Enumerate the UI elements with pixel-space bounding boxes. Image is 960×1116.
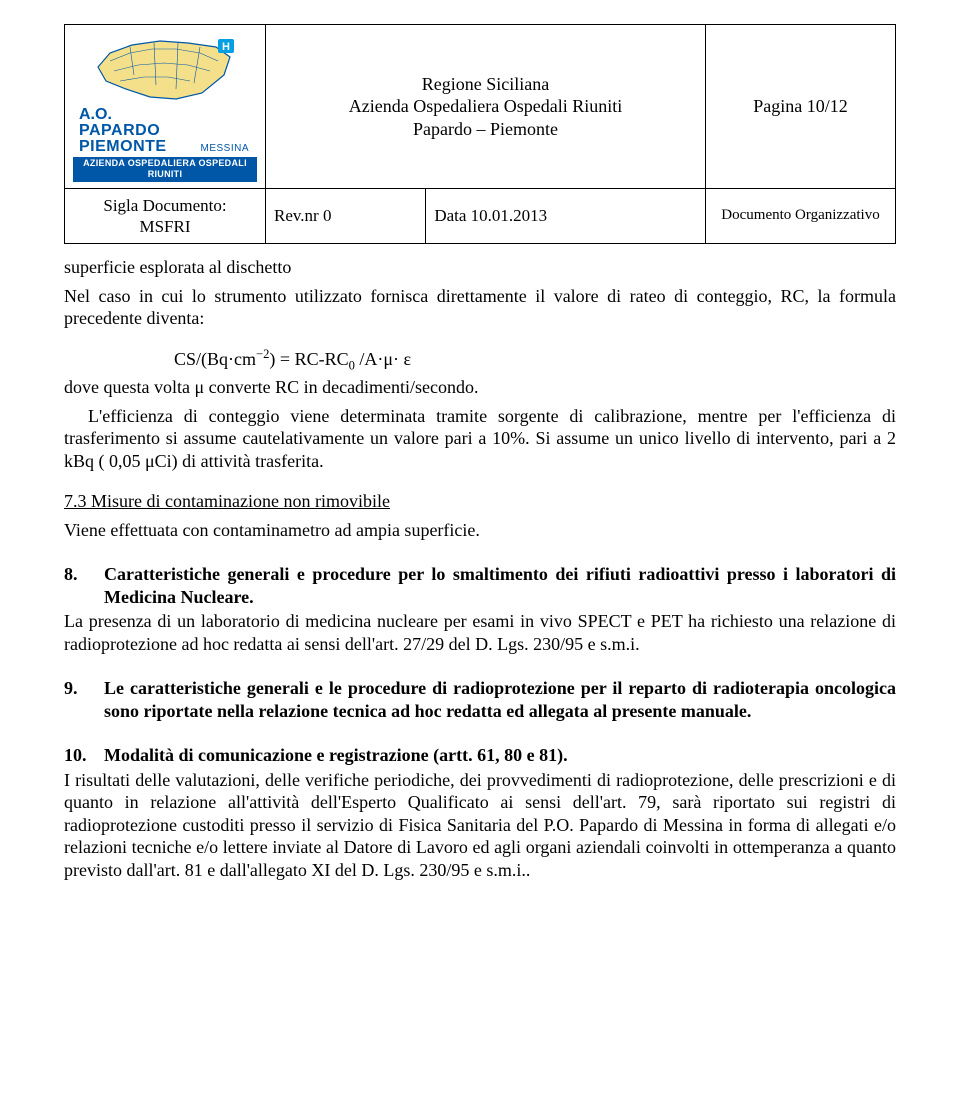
para-dove: dove questa volta μ converte RC in decad… — [64, 376, 896, 399]
logo-sub: AZIENDA OSPEDALIERA OSPEDALI RIUNITI — [73, 157, 257, 182]
date-cell: Data 10.01.2013 — [426, 188, 706, 244]
sec10-title: Modalità di comunicazione e registrazion… — [104, 744, 896, 767]
logo-cell: H A.O. PAPARDO PIEMONTE MESSINA AZIENDA … — [65, 25, 266, 189]
sicily-map-icon: H — [90, 35, 240, 105]
intro-p1: superficie esplorata al dischetto — [64, 256, 896, 279]
logo-line1: A.O. — [79, 107, 257, 123]
formula-mid: ) = RC-RC — [269, 349, 348, 369]
logo-line3a: PIEMONTE — [79, 139, 167, 155]
header-center-line3: Papardo – Piemonte — [274, 118, 697, 141]
sec8-num: 8. — [64, 563, 92, 608]
logo-text: A.O. PAPARDO PIEMONTE MESSINA — [73, 107, 257, 155]
sec73-body: Viene effettuata con contaminametro ad a… — [64, 519, 896, 542]
sec10: 10. Modalità di comunicazione e registra… — [64, 744, 896, 767]
body-text: superficie esplorata al dischetto Nel ca… — [64, 256, 896, 881]
sec8-body: La presenza di un laboratorio di medicin… — [64, 610, 896, 655]
formula: CS/(Bq·cm−2) = RC-RC0 /A·μ· ε — [174, 348, 896, 371]
para-eff: L'efficienza di conteggio viene determin… — [64, 405, 896, 473]
header-center-line1: Regione Siciliana — [274, 73, 697, 96]
intro-p2: Nel caso in cui lo strumento utilizzato … — [64, 285, 896, 330]
sec8: 8. Caratteristiche generali e procedure … — [64, 563, 896, 608]
sigla-value: MSFRI — [73, 216, 257, 237]
sec9-num: 9. — [64, 677, 92, 722]
sec9: 9. Le caratteristiche generali e le proc… — [64, 677, 896, 722]
sec8-title: Caratteristiche generali e procedure per… — [104, 563, 896, 608]
docorg-cell: Documento Organizzativo — [706, 188, 896, 244]
header-center: Regione Siciliana Azienda Ospedaliera Os… — [266, 25, 706, 189]
sec10-body: I risultati delle valutazioni, delle ver… — [64, 769, 896, 882]
logo-line3b: MESSINA — [200, 144, 249, 154]
formula-exp: −2 — [256, 347, 269, 361]
rev-cell: Rev.nr 0 — [266, 188, 426, 244]
sec10-num: 10. — [64, 744, 92, 767]
logo-line2: PAPARDO — [79, 123, 257, 139]
header-table: H A.O. PAPARDO PIEMONTE MESSINA AZIENDA … — [64, 24, 896, 244]
logo-box: H A.O. PAPARDO PIEMONTE MESSINA AZIENDA … — [73, 31, 257, 182]
sigla-label: Sigla Documento: — [73, 195, 257, 216]
sec9-title: Le caratteristiche generali e le procedu… — [104, 677, 896, 722]
formula-lhs: CS/(Bq·cm — [174, 349, 256, 369]
header-center-line2: Azienda Ospedaliera Ospedali Riuniti — [274, 95, 697, 118]
page-number: Pagina 10/12 — [706, 25, 896, 189]
svg-text:H: H — [222, 41, 230, 53]
formula-rhs: /A·μ· ε — [355, 349, 411, 369]
sigla-cell: Sigla Documento: MSFRI — [65, 188, 266, 244]
sec73-title: 7.3 Misure di contaminazione non rimovib… — [64, 490, 896, 513]
